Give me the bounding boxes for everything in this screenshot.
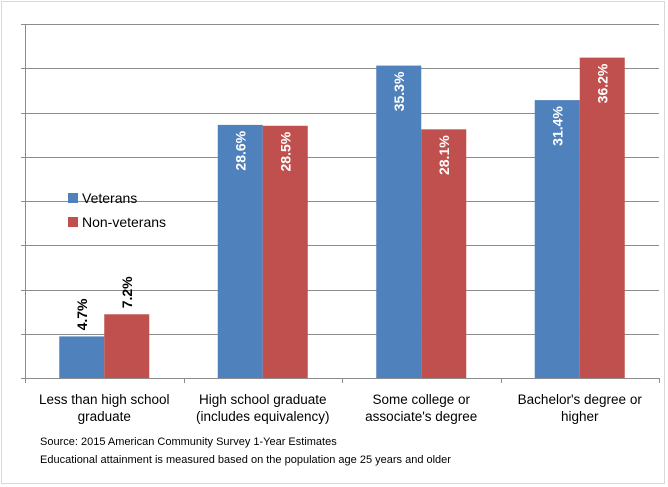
data-label-veterans: 35.3%: [391, 71, 407, 111]
bar-veterans: [376, 65, 422, 378]
legend-swatch-non-veterans: [68, 216, 78, 227]
bar-veterans: [534, 100, 580, 379]
category-label-line: associate's degree: [365, 409, 478, 424]
category-label: Less than high school graduate: [29, 391, 179, 425]
category-label-line: graduate: [77, 409, 131, 424]
attainment-note: Educational attainment is measured based…: [40, 454, 451, 466]
legend-swatch-veterans: [68, 192, 78, 203]
data-label-veterans: 31.4%: [549, 106, 565, 146]
legend-item-veterans: Veterans: [68, 187, 166, 208]
category-label-line: (includes equivalency): [195, 409, 330, 424]
bar-non-veterans: [104, 314, 150, 378]
data-label-non-veterans: 28.1%: [436, 135, 452, 175]
category-label-line: Less than high school: [38, 392, 170, 407]
data-label-non-veterans: 28.5%: [277, 131, 293, 171]
bar-non-veterans: [421, 129, 467, 378]
category-label-line: higher: [560, 409, 599, 424]
category-label: Bachelor's degree or higher: [505, 391, 655, 425]
legend-item-non-veterans: Non-veterans: [68, 211, 166, 232]
category-label-line: Bachelor's degree or: [517, 392, 642, 407]
bar-veterans: [59, 336, 105, 378]
legend: Veterans Non-veterans: [68, 187, 166, 235]
data-label-non-veterans: 7.2%: [119, 276, 135, 308]
bar-non-veterans: [262, 125, 308, 379]
category-label-line: High school graduate: [198, 392, 327, 407]
bar-non-veterans: [579, 57, 625, 378]
legend-label-veterans: Veterans: [82, 189, 138, 206]
data-label-non-veterans: 36.2%: [594, 63, 610, 103]
data-label-veterans: 28.6%: [232, 130, 248, 170]
bar-veterans: [217, 124, 263, 378]
source-note: Source: 2015 American Community Survey 1…: [40, 436, 337, 448]
category-label: High school graduate (includes equivalenc…: [188, 391, 338, 425]
data-label-veterans: 4.7%: [74, 298, 90, 330]
category-label: Some college or associate's degree: [346, 391, 496, 425]
category-label-line: Some college or: [372, 392, 471, 407]
legend-label-non-veterans: Non-veterans: [82, 213, 167, 230]
